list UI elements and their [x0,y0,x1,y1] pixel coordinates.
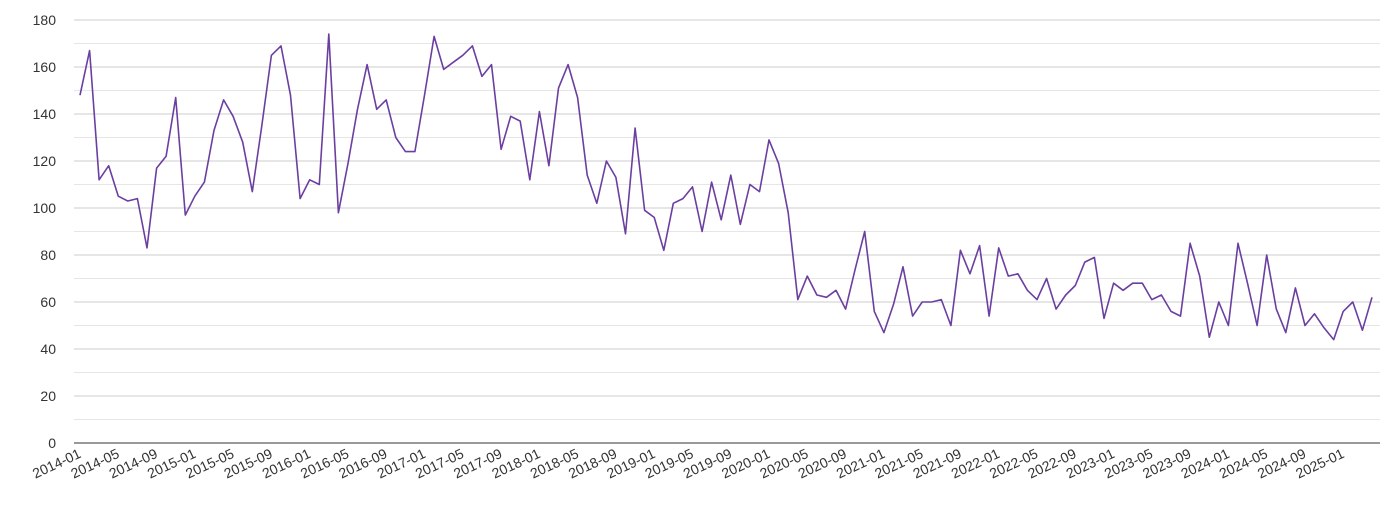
y-tick-label: 60 [40,294,56,310]
x-axis-ticks: 2014-012014-052014-092015-012015-052015-… [30,445,1347,481]
y-tick-label: 120 [33,153,57,169]
y-tick-label: 80 [40,247,56,263]
series-line [79,33,1373,341]
y-tick-label: 100 [33,200,57,216]
y-axis-ticks: 0 20 40 60 80 100 120 140 160 180 [33,12,57,451]
y-tick-label: 140 [33,106,57,122]
y-tick-label: 0 [48,435,56,451]
gridlines [74,19,1380,420]
y-tick-label: 40 [40,341,56,357]
y-tick-label: 160 [33,59,57,75]
y-tick-label: 20 [40,388,56,404]
y-tick-label: 180 [33,12,57,28]
